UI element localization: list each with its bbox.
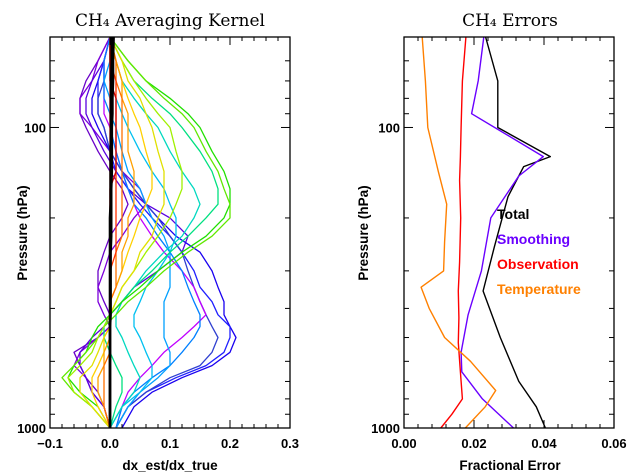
total-line (482, 36, 551, 429)
kernel-line-24 (108, 37, 115, 428)
errors-y-tick-label: 100 (378, 120, 400, 135)
kernel-panel: CH₄ Averaging Kernel −0.1 0.0 0.1 0.2 0.3 100… (15, 11, 299, 473)
errors-legend: Total Smoothing Observation Temperature (497, 206, 581, 297)
kernel-x-tick-label: −0.1 (37, 436, 63, 451)
errors-title: CH₄ Errors (462, 11, 558, 31)
errors-x-tick-label: 0.00 (391, 436, 416, 451)
errors-y-label: Pressure (hPa) (356, 185, 371, 280)
legend-total: Total (497, 206, 529, 222)
errors-axes: 0.00 0.02 0.04 0.06 100 1000 (371, 36, 627, 451)
kernel-x-tick-label: 0.0 (101, 436, 119, 451)
kernel-y-label: Pressure (hPa) (15, 185, 30, 280)
kernel-line-14 (61, 37, 231, 428)
legend-smoothing: Smoothing (497, 231, 570, 247)
kernel-line-17 (91, 37, 153, 428)
errors-x-label: Fractional Error (459, 458, 561, 473)
legend-temperature: Temperature (497, 281, 581, 297)
observation-line (440, 36, 467, 429)
kernel-axes: −0.1 0.0 0.1 0.2 0.3 100 1000 (17, 36, 299, 451)
kernel-line-4 (91, 37, 237, 428)
kernel-line-12 (103, 37, 219, 428)
errors-x-tick-label: 0.02 (461, 436, 486, 451)
kernel-x-tick-label: 0.1 (161, 436, 179, 451)
kernel-title: CH₄ Averaging Kernel (75, 11, 265, 31)
kernel-x-label: dx_est/dx_true (122, 458, 218, 473)
errors-x-tick-label: 0.06 (601, 436, 626, 451)
temperature-line (420, 36, 497, 429)
smoothing-line (460, 36, 544, 429)
errors-x-tick-label: 0.04 (531, 436, 557, 451)
errors-frame (403, 36, 615, 429)
kernel-x-tick-label: 0.2 (221, 436, 239, 451)
errors-panel: CH₄ Errors 0.00 0.02 0.04 0.06 100 1000 Total… (356, 11, 627, 473)
kernel-y-tick-label: 1000 (17, 421, 46, 436)
kernel-x-tick-label: 0.3 (281, 436, 299, 451)
legend-observation: Observation (497, 256, 579, 272)
kernel-frame (49, 36, 291, 429)
kernel-line-16 (79, 37, 165, 428)
kernel-line-15 (67, 37, 183, 428)
kernel-y-tick-label: 100 (24, 120, 46, 135)
errors-y-tick-label: 1000 (371, 421, 400, 436)
kernel-lines (61, 37, 237, 428)
error-lines (420, 36, 551, 429)
